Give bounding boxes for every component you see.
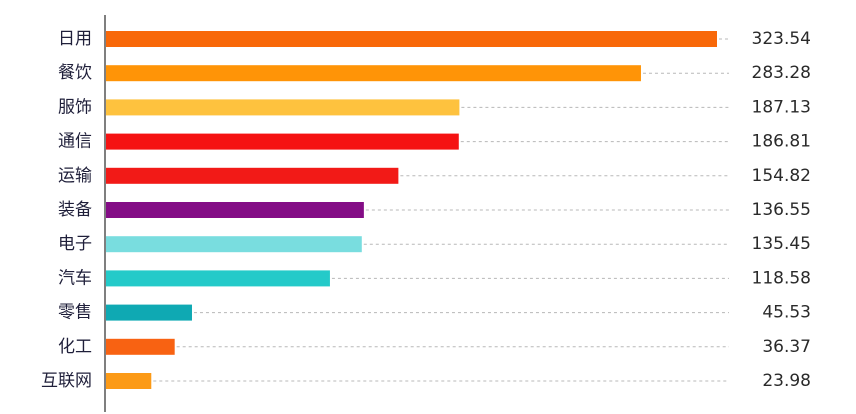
category-label: 汽车 (58, 268, 92, 288)
category-label: 服饰 (58, 97, 92, 117)
bar (106, 236, 362, 253)
bar (106, 31, 717, 47)
bar (106, 99, 460, 116)
category-label: 日用 (58, 29, 92, 49)
bar (106, 133, 459, 150)
bar (106, 338, 175, 355)
category-label: 装备 (58, 200, 92, 220)
category-label: 餐饮 (58, 63, 92, 83)
value-label: 186.81 (752, 132, 811, 152)
bar (106, 270, 330, 287)
value-label: 323.54 (752, 29, 811, 49)
category-label: 化工 (58, 337, 92, 357)
value-label: 45.53 (762, 303, 811, 323)
value-label: 23.98 (762, 371, 811, 391)
value-label: 36.37 (762, 337, 811, 357)
value-label: 187.13 (752, 97, 811, 117)
value-label: 136.55 (752, 200, 811, 220)
chart-rows: 日用 323.54 餐饮 283.28 服饰 187.13 通信 186.81 运输 154.82… (41, 29, 811, 391)
value-label: 135.45 (752, 234, 811, 254)
value-label: 118.58 (752, 268, 811, 288)
category-label: 电子 (58, 234, 92, 254)
category-label: 通信 (58, 132, 92, 152)
bar (106, 65, 641, 82)
category-label: 互联网 (41, 371, 92, 391)
bar (106, 202, 364, 218)
bar (106, 304, 192, 321)
value-label: 154.82 (752, 166, 811, 186)
bar (106, 167, 399, 184)
category-label: 运输 (58, 166, 92, 186)
bar (106, 373, 152, 389)
value-label: 283.28 (752, 63, 811, 83)
category-label: 零售 (58, 303, 92, 323)
